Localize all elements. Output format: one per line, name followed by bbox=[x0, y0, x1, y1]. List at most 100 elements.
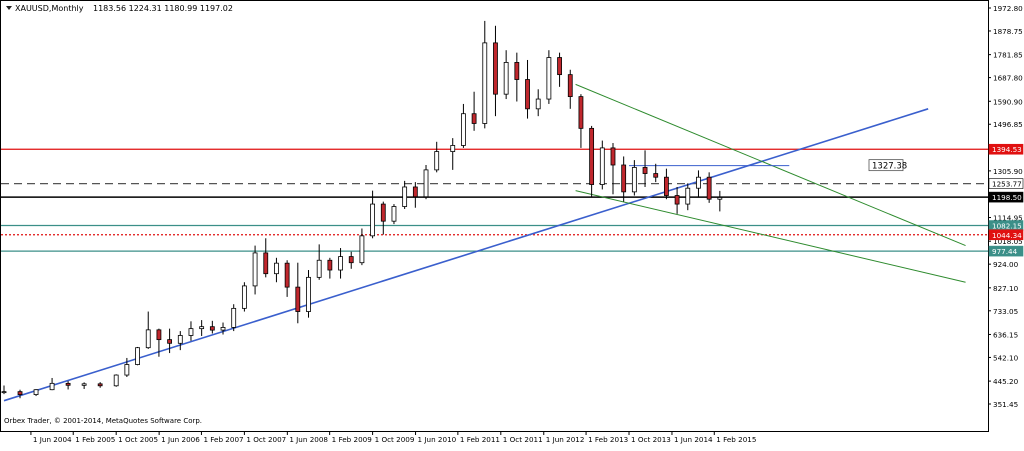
candle-body bbox=[471, 113, 477, 124]
candle-body bbox=[525, 79, 530, 110]
level-label: 1253.77 bbox=[992, 180, 1022, 189]
horizontal-levels bbox=[1, 148, 988, 252]
y-tick-label: 924.00 bbox=[993, 260, 1019, 269]
candle bbox=[348, 251, 354, 269]
candle bbox=[113, 374, 119, 387]
candle bbox=[135, 346, 140, 366]
y-tick-label: 1972.80 bbox=[993, 4, 1023, 13]
candle-body bbox=[493, 42, 498, 95]
candle bbox=[589, 125, 595, 197]
candle bbox=[450, 138, 456, 170]
candle bbox=[380, 201, 386, 235]
candle-body bbox=[631, 167, 637, 193]
candle-body bbox=[621, 164, 627, 193]
candle bbox=[525, 59, 530, 119]
candle bbox=[1, 385, 7, 395]
candle-body bbox=[263, 252, 269, 275]
candle-body bbox=[220, 327, 226, 331]
y-tick-label: 1878.75 bbox=[993, 27, 1023, 36]
candle-body bbox=[706, 176, 712, 200]
candle bbox=[145, 311, 151, 349]
candle bbox=[567, 69, 573, 109]
candle-body bbox=[696, 176, 701, 189]
candle-body bbox=[567, 74, 573, 98]
candle-body bbox=[97, 383, 103, 387]
candle bbox=[423, 164, 429, 200]
x-tick-label: 1 Feb 2015 bbox=[716, 435, 756, 444]
candle bbox=[514, 52, 520, 102]
candle bbox=[412, 182, 418, 208]
candle bbox=[685, 183, 691, 211]
candle-body bbox=[17, 391, 23, 395]
candle bbox=[209, 320, 215, 334]
x-tick-label: 1 Oct 2011 bbox=[503, 435, 543, 444]
candle bbox=[493, 25, 498, 117]
candle-body bbox=[434, 151, 440, 171]
level-label-bg bbox=[988, 229, 1024, 241]
y-tick-label: 1305.90 bbox=[993, 167, 1023, 176]
candle-body bbox=[81, 383, 87, 386]
candle-body bbox=[177, 335, 183, 344]
candle bbox=[274, 257, 279, 283]
candle bbox=[177, 331, 183, 351]
candle bbox=[402, 180, 408, 209]
candle-body bbox=[653, 173, 659, 178]
candle-body bbox=[380, 203, 386, 222]
candle bbox=[156, 328, 162, 357]
price-axis: 1972.80 1878.75 1781.85 1687.80 1590.90 1496.… bbox=[0, 0, 1023, 432]
candle-body bbox=[482, 42, 488, 124]
candle bbox=[167, 328, 173, 354]
candle-body bbox=[316, 259, 322, 278]
candle bbox=[97, 382, 103, 388]
x-tick-label: 1 Feb 2005 bbox=[75, 435, 115, 444]
candle bbox=[599, 140, 605, 190]
plot-frame bbox=[0, 0, 989, 432]
level-label: 1394.53 bbox=[992, 145, 1022, 154]
y-tick-label: 1018.05 bbox=[993, 237, 1023, 246]
candle-body bbox=[546, 57, 552, 100]
x-tick-label: 1 Feb 2013 bbox=[588, 435, 628, 444]
candle-body bbox=[306, 276, 311, 312]
candle bbox=[370, 190, 375, 239]
time-axis: 1 Jun 2004 1 Feb 2005 1 Oct 2005 1 Jun 2006… bbox=[30, 431, 756, 444]
candle-body bbox=[599, 147, 605, 185]
candle-body bbox=[450, 145, 456, 152]
candle bbox=[220, 322, 226, 335]
candle-body bbox=[167, 339, 173, 344]
candle-body bbox=[717, 197, 723, 200]
candle bbox=[653, 163, 659, 183]
candle bbox=[696, 170, 701, 197]
level-label: 1198.50 bbox=[992, 193, 1022, 202]
candle bbox=[482, 20, 488, 129]
candle-body bbox=[589, 127, 595, 185]
candle-body bbox=[188, 328, 194, 336]
triangle-down-icon[interactable] bbox=[6, 6, 12, 10]
candle-body bbox=[359, 235, 365, 264]
y-tick-label: 351.45 bbox=[993, 400, 1018, 409]
y-tick-label: 827.10 bbox=[993, 284, 1019, 293]
candle-body bbox=[113, 374, 119, 387]
candle-body bbox=[199, 326, 205, 330]
x-tick-label: 1 Feb 2011 bbox=[460, 435, 500, 444]
candle bbox=[338, 248, 343, 279]
candle bbox=[359, 228, 365, 266]
y-tick-label: 542.10 bbox=[993, 353, 1019, 362]
candle-body bbox=[412, 186, 418, 198]
candle bbox=[65, 381, 71, 390]
candles bbox=[1, 20, 723, 399]
x-tick-label: 1 Jun 2014 bbox=[674, 435, 713, 444]
candle bbox=[631, 160, 637, 196]
candle bbox=[391, 204, 397, 225]
candle bbox=[535, 89, 541, 117]
level-label-bg bbox=[988, 178, 1024, 189]
y-tick-label: 1114.95 bbox=[993, 214, 1023, 223]
candle bbox=[621, 156, 627, 202]
candle bbox=[674, 186, 680, 214]
candle-body bbox=[370, 203, 375, 237]
candle-body bbox=[348, 256, 354, 264]
candle bbox=[295, 262, 301, 324]
candle bbox=[578, 94, 584, 148]
annotation-1327[interactable]: 1327.38 bbox=[868, 159, 907, 172]
